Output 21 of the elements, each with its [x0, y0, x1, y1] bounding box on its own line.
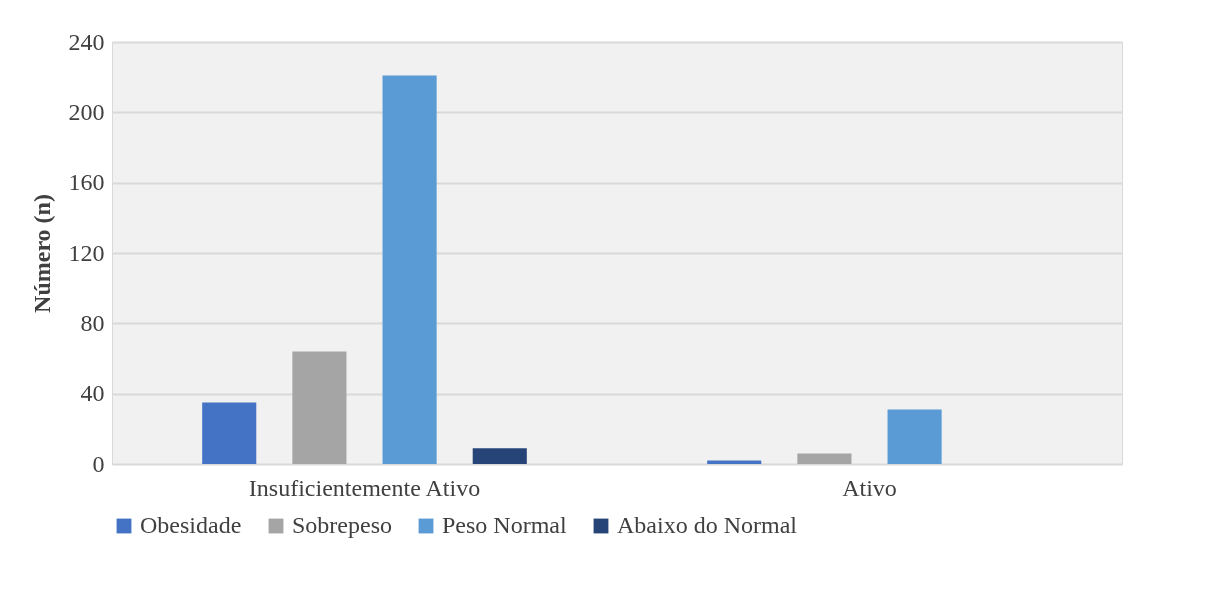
- legend-label: Sobrepeso: [292, 512, 392, 538]
- y-tick-label: 40: [80, 380, 105, 407]
- bar: [707, 460, 762, 464]
- bar: [382, 75, 437, 464]
- bar: [797, 453, 852, 464]
- y-axis-title: Número (n): [28, 194, 55, 313]
- bar: [292, 351, 347, 464]
- legend-label: Abaixo do Normal: [617, 512, 798, 538]
- legend-label: Obesidade: [140, 512, 242, 538]
- x-tick-label: Ativo: [842, 474, 897, 501]
- x-tick-label: Insuficientemente Ativo: [248, 474, 481, 501]
- y-tick-label: 200: [68, 98, 105, 125]
- bar: [472, 448, 527, 464]
- bar: [887, 409, 942, 464]
- y-tick-label: 160: [68, 169, 105, 196]
- legend-label: Peso Normal: [442, 512, 567, 538]
- y-tick-label: 80: [80, 309, 105, 336]
- y-tick-label: 120: [68, 239, 105, 266]
- bar: [202, 402, 257, 464]
- y-tick-label: 0: [92, 450, 105, 477]
- y-tick-label: 240: [68, 28, 105, 55]
